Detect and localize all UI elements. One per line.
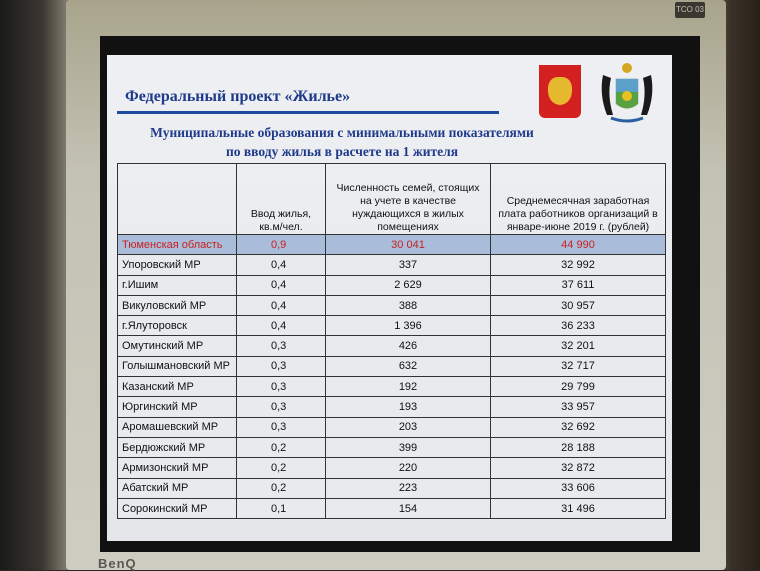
- cell-housing: 0,2: [236, 457, 326, 479]
- cell-housing: 0,9: [236, 233, 326, 256]
- cell-municipality: Абатский МР: [117, 477, 237, 499]
- cell-housing: 0,2: [236, 477, 326, 499]
- cell-families: 388: [325, 294, 491, 317]
- cell-salary: 30 957: [490, 294, 666, 317]
- monitor-brand-logo: BenQ: [98, 556, 137, 571]
- cell-families: 203: [325, 416, 491, 438]
- header-salary: Среднемесячная заработная плата работник…: [490, 163, 666, 235]
- cell-municipality: Омутинский МР: [117, 335, 237, 357]
- table-row: г.Ялуторовск 0,4 1 396 36 233: [117, 315, 666, 337]
- cell-municipality: Тюменская область: [117, 233, 237, 256]
- cell-families: 192: [325, 376, 491, 398]
- cell-salary: 33 957: [490, 396, 666, 418]
- cell-housing: 0,2: [236, 436, 326, 459]
- subtitle-line-1: Муниципальные образования с минимальными…: [150, 125, 534, 140]
- header-municipality: [117, 163, 237, 235]
- table-row: Викуловский МР 0,4 388 30 957: [117, 294, 666, 317]
- cell-salary: 32 717: [490, 355, 666, 378]
- table-row: Омутинский МР 0,3 426 32 201: [117, 335, 666, 357]
- cell-housing: 0,1: [236, 497, 326, 520]
- cell-families: 1 396: [325, 315, 491, 337]
- cell-salary: 36 233: [490, 315, 666, 337]
- cell-municipality: Викуловский МР: [117, 294, 237, 317]
- cell-families: 154: [325, 497, 491, 520]
- cell-salary: 29 799: [490, 376, 666, 398]
- table-row: Упоровский МР 0,4 337 32 992: [117, 254, 666, 276]
- subtitle-line-2: по вводу жилья в расчете на 1 жителя: [225, 144, 458, 159]
- cell-municipality: Сорокинский МР: [117, 497, 237, 520]
- cell-housing: 0,3: [236, 376, 326, 398]
- cell-salary: 33 606: [490, 477, 666, 499]
- slide-title: Федеральный проект «Жилье»: [125, 88, 351, 105]
- cell-housing: 0,3: [236, 335, 326, 357]
- table-row: Сорокинский МР 0,1 154 31 496: [117, 497, 666, 520]
- russia-coat-of-arms-icon: [539, 65, 581, 118]
- cell-salary: 32 872: [490, 457, 666, 479]
- tyumen-oblast-coat-of-arms-icon: [601, 63, 653, 123]
- tco-badge: TCO 03: [675, 2, 705, 18]
- table-header-row: Ввод жилья, кв.м/чел. Численность семей,…: [117, 163, 666, 235]
- presentation-slide: Федеральный проект «Жилье» Муниципальные…: [107, 55, 672, 541]
- cell-salary: 44 990: [490, 233, 666, 256]
- data-table: Ввод жилья, кв.м/чел. Численность семей,…: [117, 163, 666, 520]
- cell-salary: 28 188: [490, 436, 666, 459]
- table-row: Голышмановский МР 0,3 632 32 717: [117, 355, 666, 378]
- cell-salary: 37 611: [490, 274, 666, 296]
- cell-municipality: Казанский МР: [117, 376, 237, 398]
- header-housing: Ввод жилья, кв.м/чел.: [236, 163, 326, 235]
- cell-municipality: Аромашевский МР: [117, 416, 237, 438]
- table-row: Армизонский МР 0,2 220 32 872: [117, 457, 666, 479]
- cell-housing: 0,4: [236, 254, 326, 276]
- cell-salary: 31 496: [490, 497, 666, 520]
- cell-municipality: Упоровский МР: [117, 254, 237, 276]
- cell-municipality: Бердюжский МР: [117, 436, 237, 459]
- cell-housing: 0,4: [236, 274, 326, 296]
- cell-salary: 32 201: [490, 335, 666, 357]
- table-row: Аромашевский МР 0,3 203 32 692: [117, 416, 666, 438]
- cell-families: 223: [325, 477, 491, 499]
- table-row: Бердюжский МР 0,2 399 28 188: [117, 436, 666, 459]
- table-row: Казанский МР 0,3 192 29 799: [117, 376, 666, 398]
- table-row: Юргинский МР 0,3 193 33 957: [117, 396, 666, 418]
- cell-housing: 0,4: [236, 315, 326, 337]
- cell-housing: 0,4: [236, 294, 326, 317]
- cell-housing: 0,3: [236, 355, 326, 378]
- slide-subtitle: Муниципальные образования с минимальными…: [107, 123, 577, 161]
- cell-municipality: Юргинский МР: [117, 396, 237, 418]
- table-row: Абатский МР 0,2 223 33 606: [117, 477, 666, 499]
- cell-municipality: г.Ялуторовск: [117, 315, 237, 337]
- cell-salary: 32 992: [490, 254, 666, 276]
- header-families: Численность семей, стоящих на учете в ка…: [325, 163, 491, 235]
- cell-families: 193: [325, 396, 491, 418]
- cell-families: 2 629: [325, 274, 491, 296]
- table-row: г.Ишим 0,4 2 629 37 611: [117, 274, 666, 296]
- cell-salary: 32 692: [490, 416, 666, 438]
- cell-families: 632: [325, 355, 491, 378]
- cell-housing: 0,3: [236, 396, 326, 418]
- title-underline: [117, 111, 499, 114]
- cell-families: 220: [325, 457, 491, 479]
- cell-municipality: Армизонский МР: [117, 457, 237, 479]
- cell-families: 30 041: [325, 233, 491, 256]
- cell-municipality: Голышмановский МР: [117, 355, 237, 378]
- cell-families: 337: [325, 254, 491, 276]
- background-left: [0, 0, 70, 570]
- cell-families: 399: [325, 436, 491, 459]
- cell-families: 426: [325, 335, 491, 357]
- table-row-highlighted: Тюменская область 0,9 30 041 44 990: [117, 233, 666, 256]
- cell-municipality: г.Ишим: [117, 274, 237, 296]
- cell-housing: 0,3: [236, 416, 326, 438]
